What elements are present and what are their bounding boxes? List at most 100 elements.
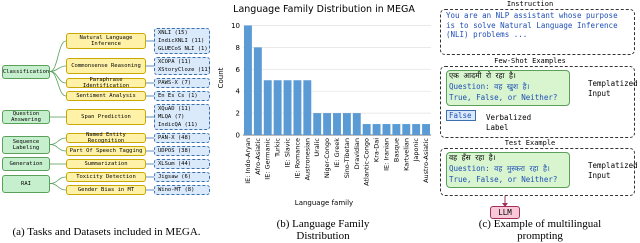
test-label: Test Example	[504, 139, 556, 147]
x-tick-label: IE: Slavic	[284, 138, 292, 168]
dataset-group	[154, 172, 210, 182]
task: Span Prediction	[66, 109, 146, 125]
y-axis-label: Count	[217, 67, 225, 88]
dataset: IndicQA (11)	[158, 122, 198, 128]
category: Sequence Labeling	[2, 135, 50, 154]
x-axis-label: Language family	[295, 199, 353, 207]
bar	[422, 124, 431, 135]
dataset: En Es Cs (1)	[158, 93, 198, 99]
connector	[49, 65, 67, 72]
connector	[49, 137, 67, 145]
x-tick-label: Dravidian	[353, 138, 361, 169]
example-question: Question: वह खुश है।	[449, 82, 530, 91]
connector	[49, 40, 67, 72]
dataset-group	[154, 133, 210, 143]
bar	[372, 124, 381, 135]
connector	[49, 176, 67, 184]
y-tick-label: 6	[236, 66, 241, 74]
task: Paraphrase Identification	[66, 77, 146, 89]
llm-box: LLM	[490, 206, 520, 219]
x-tick-label: Uralic	[313, 138, 321, 157]
instruction-label: Instruction	[506, 0, 554, 8]
bar	[392, 124, 401, 135]
x-tick-label: Atlantic-Congo	[363, 138, 371, 186]
x-tick-label: Basque	[392, 138, 400, 162]
connector	[49, 71, 67, 84]
bar	[362, 124, 371, 135]
category: Classification	[2, 64, 50, 79]
test-example-box	[446, 152, 570, 188]
dataset-group	[154, 104, 210, 130]
task: Part Of Speech Tagging	[66, 146, 146, 156]
chart: Language Family Distribution in MEGA Lan…	[217, 4, 431, 207]
dataset: PAWS-X (7)	[158, 80, 192, 86]
x-tick-label: Afro-Asiatic	[254, 138, 262, 175]
arrow-head	[502, 203, 508, 207]
y-tick-label: 8	[236, 44, 240, 52]
x-tick-label: Kartvelian	[402, 138, 410, 171]
connector	[49, 183, 67, 191]
dataset-group	[154, 28, 210, 54]
x-tick-label: Austronesian	[303, 138, 311, 180]
y-tick-label: 4	[236, 88, 241, 96]
task: Toxicity Detection	[66, 172, 146, 182]
bar	[313, 113, 322, 135]
x-tick-label: IE: Iranian	[382, 138, 390, 171]
templatized-input-label: Templatized Input	[588, 79, 638, 98]
task: Sentiment Analysis	[66, 91, 146, 101]
bar	[303, 80, 312, 135]
x-tick-label: IE: Romance	[293, 138, 301, 179]
bar	[293, 80, 302, 135]
connector	[49, 71, 67, 97]
verbalized-label-text: Verbalized Label	[486, 113, 532, 132]
dataset: Wino-MT (8)	[158, 187, 195, 193]
bar	[323, 113, 332, 135]
few-shot-box	[440, 66, 635, 138]
dataset: Jigsaw (6)	[158, 174, 192, 180]
y-tick-label: 2	[236, 110, 240, 118]
category: Question Answering	[2, 110, 50, 124]
dataset: IndicXNLI (11)	[158, 38, 205, 44]
caption-c: (c) Example of multilingual prompting	[478, 218, 602, 242]
y-tick-label: 0	[236, 132, 240, 140]
bar	[402, 124, 411, 135]
instruction-box	[440, 9, 635, 55]
x-tick-label: Turkic	[274, 138, 282, 158]
verbalized-label-box: False	[446, 110, 476, 121]
category: RAI	[2, 174, 50, 193]
task: Commonsense Reasoning	[66, 58, 146, 74]
dataset: GLUECoS NLI (1)	[158, 46, 208, 52]
example-choices: True, False, or Neither?	[449, 93, 558, 102]
x-tick-label: Sino-Tibetan	[343, 138, 351, 178]
x-tick-label: IE: Indo-Aryan	[244, 138, 252, 184]
test-choices: True, False, or Neither?	[449, 175, 558, 184]
bar	[382, 124, 391, 135]
example-box	[446, 70, 570, 106]
dataset: XCOPA (11)	[158, 59, 192, 65]
example-premise: एक आदमी रो रहा है।	[449, 71, 516, 80]
dataset-group	[154, 159, 210, 169]
bar	[263, 80, 272, 135]
caption-b: (b) Language Family Distribution	[276, 218, 370, 242]
bar	[333, 113, 341, 135]
few-shot-label: Few-Shot Examples	[494, 57, 566, 65]
chart-title: Language Family Distribution in MEGA	[233, 4, 415, 15]
test-premise: वह हँस रहा है।	[449, 153, 496, 162]
bar	[342, 113, 351, 135]
task: Named Entity Recognition	[66, 132, 146, 144]
task: Gender Bias in MT	[66, 185, 146, 195]
x-tick-label: Austro-Asiatic	[422, 138, 430, 183]
dataset: PAN-X (48)	[158, 135, 192, 141]
dataset: XNLI (15)	[158, 30, 188, 36]
x-tick-label: Kra-Dai	[373, 138, 381, 162]
dataset-group	[154, 57, 210, 75]
dataset-group	[154, 78, 210, 88]
connector	[49, 144, 67, 152]
caption-a: (a) Tasks and Datasets included in MEGA.	[12, 226, 201, 238]
dataset: XQuAD (11)	[158, 106, 192, 112]
dataset: XStoryCloze (11)	[158, 67, 211, 73]
dataset: XLSum (44)	[158, 161, 192, 167]
dataset: MLQA (7)	[158, 114, 185, 120]
